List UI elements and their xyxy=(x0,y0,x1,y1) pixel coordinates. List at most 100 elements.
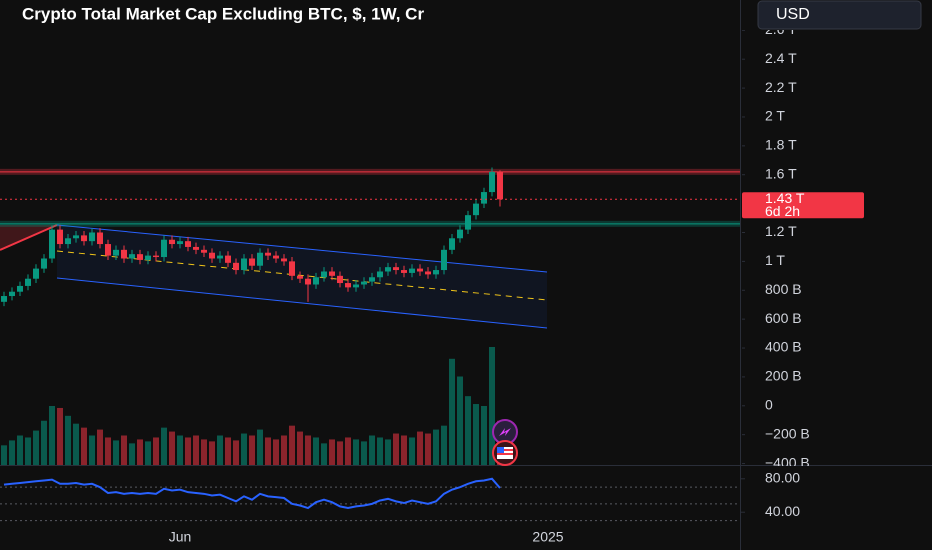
candle-body xyxy=(161,239,167,258)
volume-bar xyxy=(361,441,367,465)
volume-bar xyxy=(9,440,15,465)
volume-bar xyxy=(457,376,463,465)
candle-body xyxy=(305,278,311,285)
icons xyxy=(492,419,518,466)
rsi-tick-label: 80.00 xyxy=(765,469,800,485)
volume-bar xyxy=(49,406,55,465)
candle-body xyxy=(1,296,7,302)
y-tick-label: 2.2 T xyxy=(765,79,797,95)
volume-bar xyxy=(1,445,7,465)
volume-bar xyxy=(161,427,167,465)
volume-bar xyxy=(65,415,71,465)
currency-button[interactable] xyxy=(757,0,922,30)
currency-label[interactable]: USD xyxy=(776,6,810,23)
candle-body xyxy=(25,278,31,286)
volume-bar xyxy=(241,433,247,465)
candle-body xyxy=(177,241,183,245)
volume-bar xyxy=(481,406,487,465)
candle-body xyxy=(33,268,39,279)
volume-bar xyxy=(209,441,215,465)
volume-bar xyxy=(385,439,391,465)
candle-body xyxy=(401,270,407,273)
volume-bar xyxy=(81,427,87,465)
candle-body xyxy=(265,252,271,256)
y-tick-label: 200 B xyxy=(765,368,802,384)
volume-bar xyxy=(177,435,183,465)
candle-body xyxy=(385,267,391,272)
pattern-line xyxy=(0,224,58,251)
volume-bar xyxy=(97,429,103,465)
candle-body xyxy=(273,255,279,259)
volume-bar xyxy=(273,439,279,465)
volume-bar xyxy=(233,440,239,465)
volume-bar xyxy=(33,430,39,465)
volume-bar xyxy=(129,443,135,465)
volume-bar xyxy=(137,439,143,465)
candle-body xyxy=(233,262,239,271)
volume-bar xyxy=(89,435,95,465)
candle-body xyxy=(409,268,415,273)
candle-body xyxy=(57,229,63,245)
volume-bar xyxy=(217,435,223,465)
candle-body xyxy=(193,246,199,250)
x-tick-label: Jun xyxy=(169,529,192,545)
candle-body xyxy=(353,284,359,288)
candle-body xyxy=(9,291,15,297)
candle-body xyxy=(393,267,399,271)
volume-bar xyxy=(249,435,255,465)
y-tick-label: −400 B xyxy=(765,454,810,470)
candle-body xyxy=(497,171,503,200)
volume-bar xyxy=(289,425,295,465)
volume-bar xyxy=(393,433,399,465)
volume-bar xyxy=(17,435,23,465)
flag-stripe xyxy=(497,453,513,455)
candle-body xyxy=(145,255,151,260)
candle-body xyxy=(49,229,55,259)
candle-body xyxy=(425,271,431,275)
volume-bar xyxy=(105,437,111,465)
volume-bar xyxy=(281,435,287,465)
volume-bar xyxy=(201,439,207,465)
volume-bar xyxy=(369,435,375,465)
candle-body xyxy=(129,254,135,259)
candle-body xyxy=(289,261,295,276)
volume-bar xyxy=(297,431,303,465)
volume-bar xyxy=(441,425,447,465)
candle-body xyxy=(441,249,447,271)
candle-body xyxy=(313,277,319,285)
event-glyph xyxy=(499,428,511,436)
y-tick-label: 1.8 T xyxy=(765,137,797,153)
candle-body xyxy=(217,255,223,259)
candle-body xyxy=(241,258,247,271)
candle-body xyxy=(81,235,87,242)
volume-bar xyxy=(345,437,351,465)
candle-body xyxy=(225,255,231,263)
volume-bar xyxy=(465,396,471,465)
candle-body xyxy=(65,238,71,245)
y-tick-label: 400 B xyxy=(765,339,802,355)
volume-bar xyxy=(185,437,191,465)
volume-bar xyxy=(25,437,31,465)
volume-bar xyxy=(473,404,479,465)
candle-body xyxy=(41,258,47,269)
y-tick-label: 1 T xyxy=(765,252,785,268)
volume-bar xyxy=(489,347,495,465)
volume-bar xyxy=(73,423,79,465)
y-tick-label: 1.6 T xyxy=(765,165,797,181)
volume-bar xyxy=(121,435,127,465)
volume-bar xyxy=(433,429,439,465)
candle-body xyxy=(369,277,375,282)
y-tick-label: −200 B xyxy=(765,425,810,441)
candle-body xyxy=(153,255,159,258)
rsi-line xyxy=(3,477,501,510)
y-tick-label: 2.6 T xyxy=(765,21,797,37)
candle-body xyxy=(433,270,439,275)
flag-canton xyxy=(497,447,504,453)
volume-bar xyxy=(377,437,383,465)
candle-body xyxy=(113,249,119,256)
volume-bar xyxy=(313,437,319,465)
volume-bar xyxy=(225,437,231,465)
y-tick-label: 600 B xyxy=(765,310,802,326)
